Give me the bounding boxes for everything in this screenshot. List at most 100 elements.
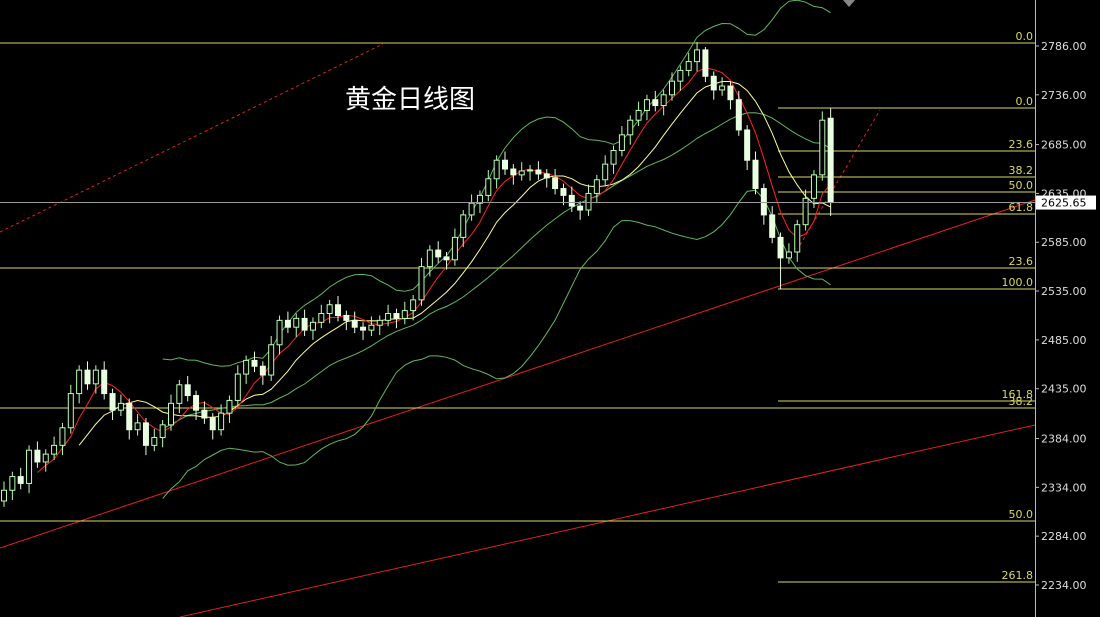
candle-body [376, 319, 383, 326]
candle-body [635, 109, 642, 121]
candle-body [410, 299, 417, 312]
candle-body [84, 369, 91, 385]
fib-label: 23.6 [1009, 255, 1034, 268]
candle-body [560, 188, 567, 196]
y-tick-label: 2234.00 [1041, 579, 1087, 592]
fib-label: 38.2 [1009, 395, 1034, 408]
candle-body [226, 399, 233, 414]
candle-body [502, 159, 508, 170]
fib-label: 38.2 [1009, 164, 1034, 177]
y-tick-label: 2435.00 [1041, 383, 1087, 396]
y-tick-label: 2284.00 [1041, 530, 1087, 543]
candle-body [535, 169, 542, 175]
candle-body [243, 359, 250, 375]
candle-body [451, 236, 458, 261]
candle-body [660, 94, 667, 107]
fib-label: 100.0 [1002, 276, 1034, 289]
candle-body [426, 249, 433, 268]
candle-body [184, 384, 191, 397]
candle-body [485, 178, 492, 196]
candle-body [117, 402, 124, 411]
candle-body [568, 194, 575, 207]
candle-body [527, 169, 534, 172]
candle-body [802, 197, 809, 226]
y-tick-label: 2736.00 [1041, 89, 1087, 102]
candle-body [259, 365, 266, 376]
candle-body [418, 266, 425, 301]
candle-body [276, 319, 283, 346]
indicator-line [162, 112, 831, 430]
candle-body [510, 168, 517, 176]
candle-body [493, 159, 500, 180]
candle-body [51, 444, 58, 455]
candle-body [326, 304, 333, 315]
candle-body [92, 369, 99, 385]
candle-body [293, 317, 300, 328]
candle-body [476, 194, 483, 204]
candle-body [794, 224, 801, 253]
candle-body [101, 369, 108, 395]
candle-body [26, 449, 33, 484]
y-tick-label: 2334.00 [1041, 481, 1087, 494]
candle-body [201, 409, 208, 419]
candle-body [760, 188, 767, 216]
chart-title: 黄金日线图 [345, 85, 475, 115]
candle-body [643, 99, 650, 111]
candle-body [777, 236, 784, 259]
candle-body [368, 324, 375, 331]
candle-body [443, 256, 450, 261]
candle-body [460, 214, 467, 238]
candle-body [151, 437, 158, 446]
fib-label: 50.0 [1009, 179, 1034, 192]
candle-body [168, 402, 174, 426]
candle-body [543, 173, 550, 179]
candle-body [234, 373, 241, 401]
candle-body [827, 117, 834, 204]
candle-body [193, 395, 200, 411]
candle-body [685, 61, 692, 71]
fib-label: 61.8 [1009, 201, 1034, 214]
candle-body [42, 453, 49, 463]
candle-body [719, 85, 726, 91]
candle-body [577, 205, 584, 211]
candle-body [134, 422, 141, 431]
candle-body [810, 174, 817, 199]
candle-body [694, 49, 701, 63]
candle-body [627, 119, 634, 136]
candle-body [268, 344, 275, 376]
trend-line [0, 199, 1036, 549]
y-tick-label: 2786.00 [1041, 40, 1087, 53]
fib-label: 23.6 [1009, 138, 1034, 151]
candle-body [618, 134, 625, 151]
candle-body [385, 313, 392, 321]
candle-body [744, 129, 751, 161]
candle-body [593, 179, 600, 194]
candle-body [351, 319, 358, 328]
current-price-label: 2625.65 [1041, 197, 1087, 210]
scroll-marker [843, 0, 855, 7]
candle-body [309, 321, 316, 331]
candle-body [735, 99, 742, 131]
candle-body [209, 417, 216, 431]
candle-body [552, 177, 559, 190]
fib-label: 261.8 [1002, 569, 1034, 582]
candle-body [585, 192, 592, 211]
candle-body [76, 369, 83, 395]
indicator-line [37, 67, 831, 473]
candle-body [159, 424, 166, 439]
candle-body [109, 393, 116, 411]
candle-body [126, 402, 133, 431]
candle-body [769, 214, 776, 238]
candle-body [9, 476, 16, 491]
indicator-line [162, 189, 831, 499]
candle-body [652, 99, 659, 107]
fib-label: 0.0 [1016, 95, 1034, 108]
candle-body [669, 80, 675, 96]
y-tick-label: 2685.00 [1041, 139, 1087, 152]
candle-body [1, 489, 7, 502]
candle-body [819, 119, 826, 176]
fib-label: 161.8 [1002, 388, 1034, 401]
